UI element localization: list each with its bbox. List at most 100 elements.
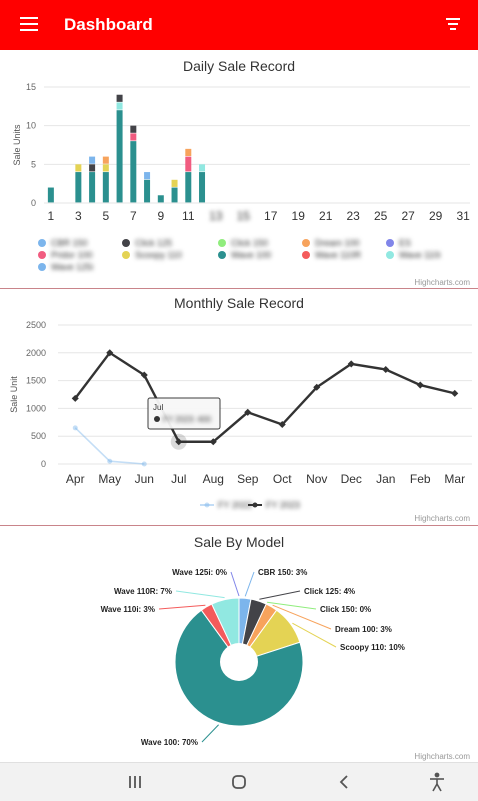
recent-apps-icon[interactable] bbox=[120, 771, 150, 793]
x-tick-label: 15 bbox=[237, 209, 251, 223]
data-point bbox=[175, 438, 183, 446]
x-tick-label: 17 bbox=[264, 209, 278, 223]
connector-line bbox=[292, 622, 337, 648]
x-tick-label: Jan bbox=[376, 472, 395, 486]
x-tick-label: Oct bbox=[273, 472, 292, 486]
back-icon[interactable] bbox=[329, 771, 359, 793]
data-point bbox=[107, 458, 113, 464]
legend-item: CBR 150 bbox=[51, 238, 88, 248]
connector-line bbox=[272, 604, 332, 630]
connector-line bbox=[201, 724, 219, 743]
x-tick-label: 11 bbox=[182, 209, 195, 223]
bar-segment bbox=[199, 172, 206, 203]
legend-item: Click 150 bbox=[231, 238, 268, 248]
tooltip-box bbox=[147, 397, 221, 430]
y-tick-label: 2000 bbox=[26, 348, 46, 358]
monthly-credits[interactable]: Highcharts.com bbox=[414, 514, 470, 523]
bar-segment bbox=[130, 141, 137, 203]
bar-segment bbox=[89, 164, 96, 172]
model-credits[interactable]: Highcharts.com bbox=[414, 752, 470, 761]
daily-chart-title: Daily Sale Record bbox=[182, 58, 296, 74]
legend-item: Wave 125i bbox=[51, 262, 93, 272]
data-point bbox=[278, 420, 286, 429]
x-tick-label: 7 bbox=[130, 209, 137, 223]
bar-segment bbox=[116, 102, 123, 110]
y-axis-title: Sale Unit bbox=[9, 376, 19, 413]
model-pie-chart: CBR 150: 3% Click 125: 4% Click 150: 0% Dre… bbox=[101, 568, 405, 747]
data-point bbox=[71, 394, 79, 402]
bar-segment bbox=[199, 164, 206, 172]
x-tick-label: 13 bbox=[209, 209, 223, 223]
data-point bbox=[209, 438, 217, 446]
x-tick-label: May bbox=[98, 472, 121, 486]
bar-segment bbox=[47, 187, 54, 203]
data-point bbox=[382, 365, 390, 374]
x-tick-label: 5 bbox=[102, 209, 109, 223]
bar-segment bbox=[116, 94, 123, 102]
tooltip-marker bbox=[154, 416, 160, 422]
connector-line bbox=[158, 604, 206, 610]
legend-item: Click 125 bbox=[135, 238, 172, 248]
y-tick-label: 2500 bbox=[26, 320, 46, 330]
x-tick-label: Feb bbox=[410, 472, 431, 486]
pie-label: CBR 150: 3% bbox=[258, 568, 307, 577]
daily-credits[interactable]: Highcharts.com bbox=[414, 278, 470, 287]
x-tick-label: 23 bbox=[347, 209, 361, 223]
bar-segment bbox=[171, 187, 178, 203]
filter-icon[interactable] bbox=[444, 18, 462, 32]
x-tick-label: 31 bbox=[456, 209, 470, 223]
series-line bbox=[74, 351, 456, 443]
menu-icon[interactable] bbox=[20, 17, 38, 31]
legend-marker bbox=[38, 263, 46, 271]
pie-label: Wave 100: 70% bbox=[141, 738, 198, 747]
bar-segment bbox=[185, 148, 192, 156]
legend-item: Pridor 100 bbox=[51, 250, 93, 260]
bar-segment bbox=[144, 172, 151, 180]
legend-item: Wave 110R bbox=[315, 250, 362, 260]
y-axis-title: Sale Units bbox=[12, 124, 22, 166]
data-point bbox=[244, 408, 252, 416]
data-point bbox=[140, 371, 148, 379]
x-tick-label: 27 bbox=[401, 209, 415, 223]
bar-segment bbox=[171, 179, 178, 187]
x-tick-label: 21 bbox=[319, 209, 333, 223]
data-point bbox=[416, 381, 424, 389]
series-line bbox=[74, 427, 145, 465]
system-nav-bar bbox=[0, 762, 478, 801]
data-point bbox=[72, 425, 78, 431]
connector-line bbox=[259, 590, 301, 600]
data-point bbox=[451, 389, 459, 397]
daily-sale-card: Daily Sale Record 0 5 10 15 Sale Units 1 3 5 7 9 1… bbox=[0, 50, 478, 288]
x-tick-label: 9 bbox=[157, 209, 164, 223]
bar-segment bbox=[89, 172, 96, 203]
bar-segment bbox=[185, 172, 192, 203]
legend-marker bbox=[252, 502, 258, 508]
pie-label: Scoopy 110: 10% bbox=[340, 643, 405, 652]
legend-marker bbox=[386, 251, 394, 259]
legend-item: Scoopy 110 bbox=[135, 250, 182, 260]
legend-marker bbox=[302, 251, 310, 259]
legend-marker bbox=[302, 239, 310, 247]
x-tick-label: Jul bbox=[171, 472, 186, 486]
legend-marker bbox=[218, 251, 226, 259]
legend-item: Dream 100 bbox=[315, 238, 360, 248]
legend-marker bbox=[122, 251, 130, 259]
connector-line bbox=[244, 571, 255, 597]
pie-label: Click 125: 4% bbox=[304, 587, 355, 596]
page-title: Dashboard bbox=[64, 15, 153, 34]
x-tick-label: Nov bbox=[306, 472, 327, 486]
y-tick-label: 0 bbox=[31, 198, 36, 208]
pie-label: Dream 100: 3% bbox=[335, 625, 392, 634]
bar-segment bbox=[75, 164, 82, 172]
bar-segment bbox=[102, 164, 109, 172]
accessibility-icon[interactable] bbox=[422, 771, 452, 793]
hover-halo bbox=[170, 433, 187, 450]
divider bbox=[0, 288, 478, 289]
bar-segment bbox=[130, 125, 137, 133]
y-tick-label: 5 bbox=[31, 159, 36, 169]
legend-marker bbox=[122, 239, 130, 247]
pie-hole bbox=[220, 643, 258, 681]
x-tick-label: 29 bbox=[429, 209, 443, 223]
home-icon[interactable] bbox=[224, 771, 254, 793]
